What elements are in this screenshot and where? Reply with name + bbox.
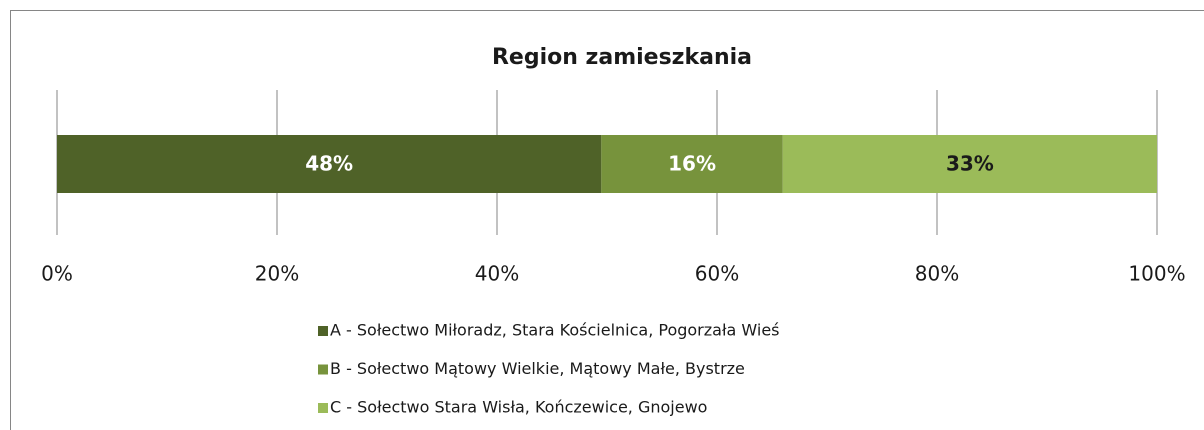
- x-tick-label: 60%: [695, 262, 739, 286]
- legend-swatch: [318, 403, 328, 413]
- bar-segment: [57, 135, 602, 193]
- x-tick-label: 100%: [1128, 262, 1185, 286]
- x-tick-label: 40%: [475, 262, 519, 286]
- bar-segment: [601, 135, 783, 193]
- legend-swatch: [318, 326, 328, 336]
- x-tick-label: 20%: [255, 262, 299, 286]
- x-tick-label: 0%: [41, 262, 73, 286]
- chart-frame: [10, 10, 1204, 430]
- legend-label: B - Sołectwo Mątowy Wielkie, Mątowy Małe…: [330, 359, 745, 378]
- x-tick-label: 80%: [915, 262, 959, 286]
- bar-segment: [782, 135, 1157, 193]
- chart-title: Region zamieszkania: [492, 45, 752, 70]
- legend-swatch: [318, 364, 328, 375]
- legend-label: C - Sołectwo Stara Wisła, Kończewice, Gn…: [330, 398, 707, 417]
- value-label: 33%: [946, 152, 994, 176]
- value-label: 48%: [305, 152, 353, 176]
- value-label: 16%: [668, 152, 716, 176]
- legend-label: A - Sołectwo Miłoradz, Stara Kościelnica…: [330, 321, 780, 340]
